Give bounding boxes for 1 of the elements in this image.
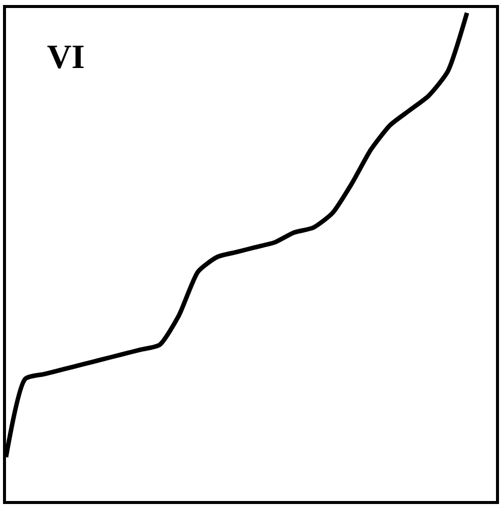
annotation: VI [47,39,85,76]
